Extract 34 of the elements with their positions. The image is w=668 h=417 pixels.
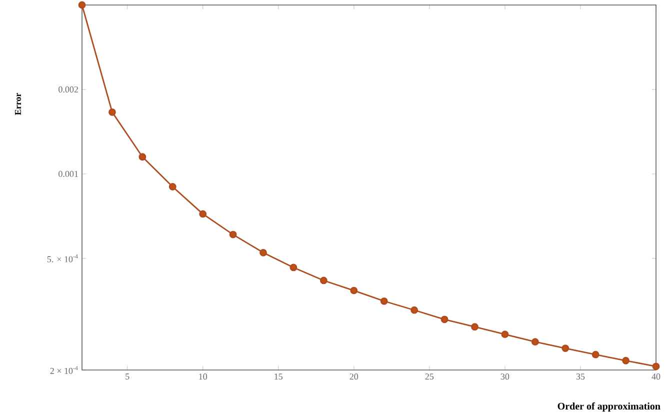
y-tick-label: 2 × 10$^{-4}$ [50, 366, 78, 374]
x-tick-label: 15 [274, 374, 283, 380]
point [78, 1, 86, 9]
y-tick-label: 0.001 [58, 170, 78, 177]
point [531, 338, 539, 346]
point [622, 356, 630, 364]
x-tick-label: 20 [350, 374, 358, 380]
point [320, 276, 328, 284]
y-axis-title: Error [15, 93, 21, 115]
x-tick-label: 5 [126, 374, 130, 380]
point [471, 323, 478, 331]
point [138, 153, 146, 161]
point [229, 230, 237, 238]
point [410, 306, 418, 314]
y-tick-label: 5. × 10$^{-4}$ [47, 254, 78, 262]
x-tick-label: 10 [199, 374, 207, 380]
point [168, 183, 176, 190]
x-axis-title: Order of approximation [558, 402, 660, 412]
point [592, 350, 600, 358]
point [652, 362, 660, 370]
point [440, 316, 448, 324]
x-tick-label: 40 [652, 374, 660, 380]
point [501, 330, 509, 338]
point [290, 264, 298, 272]
point [562, 344, 570, 352]
point [350, 286, 358, 294]
x-tick-label: 35 [576, 374, 585, 380]
point [380, 297, 388, 305]
point [108, 108, 116, 116]
point [199, 210, 207, 218]
x-tick-label: 30 [500, 374, 510, 380]
x-tick-label: 25 [425, 374, 434, 380]
point [260, 248, 267, 256]
y-tick-label: 0.002 [58, 86, 78, 93]
